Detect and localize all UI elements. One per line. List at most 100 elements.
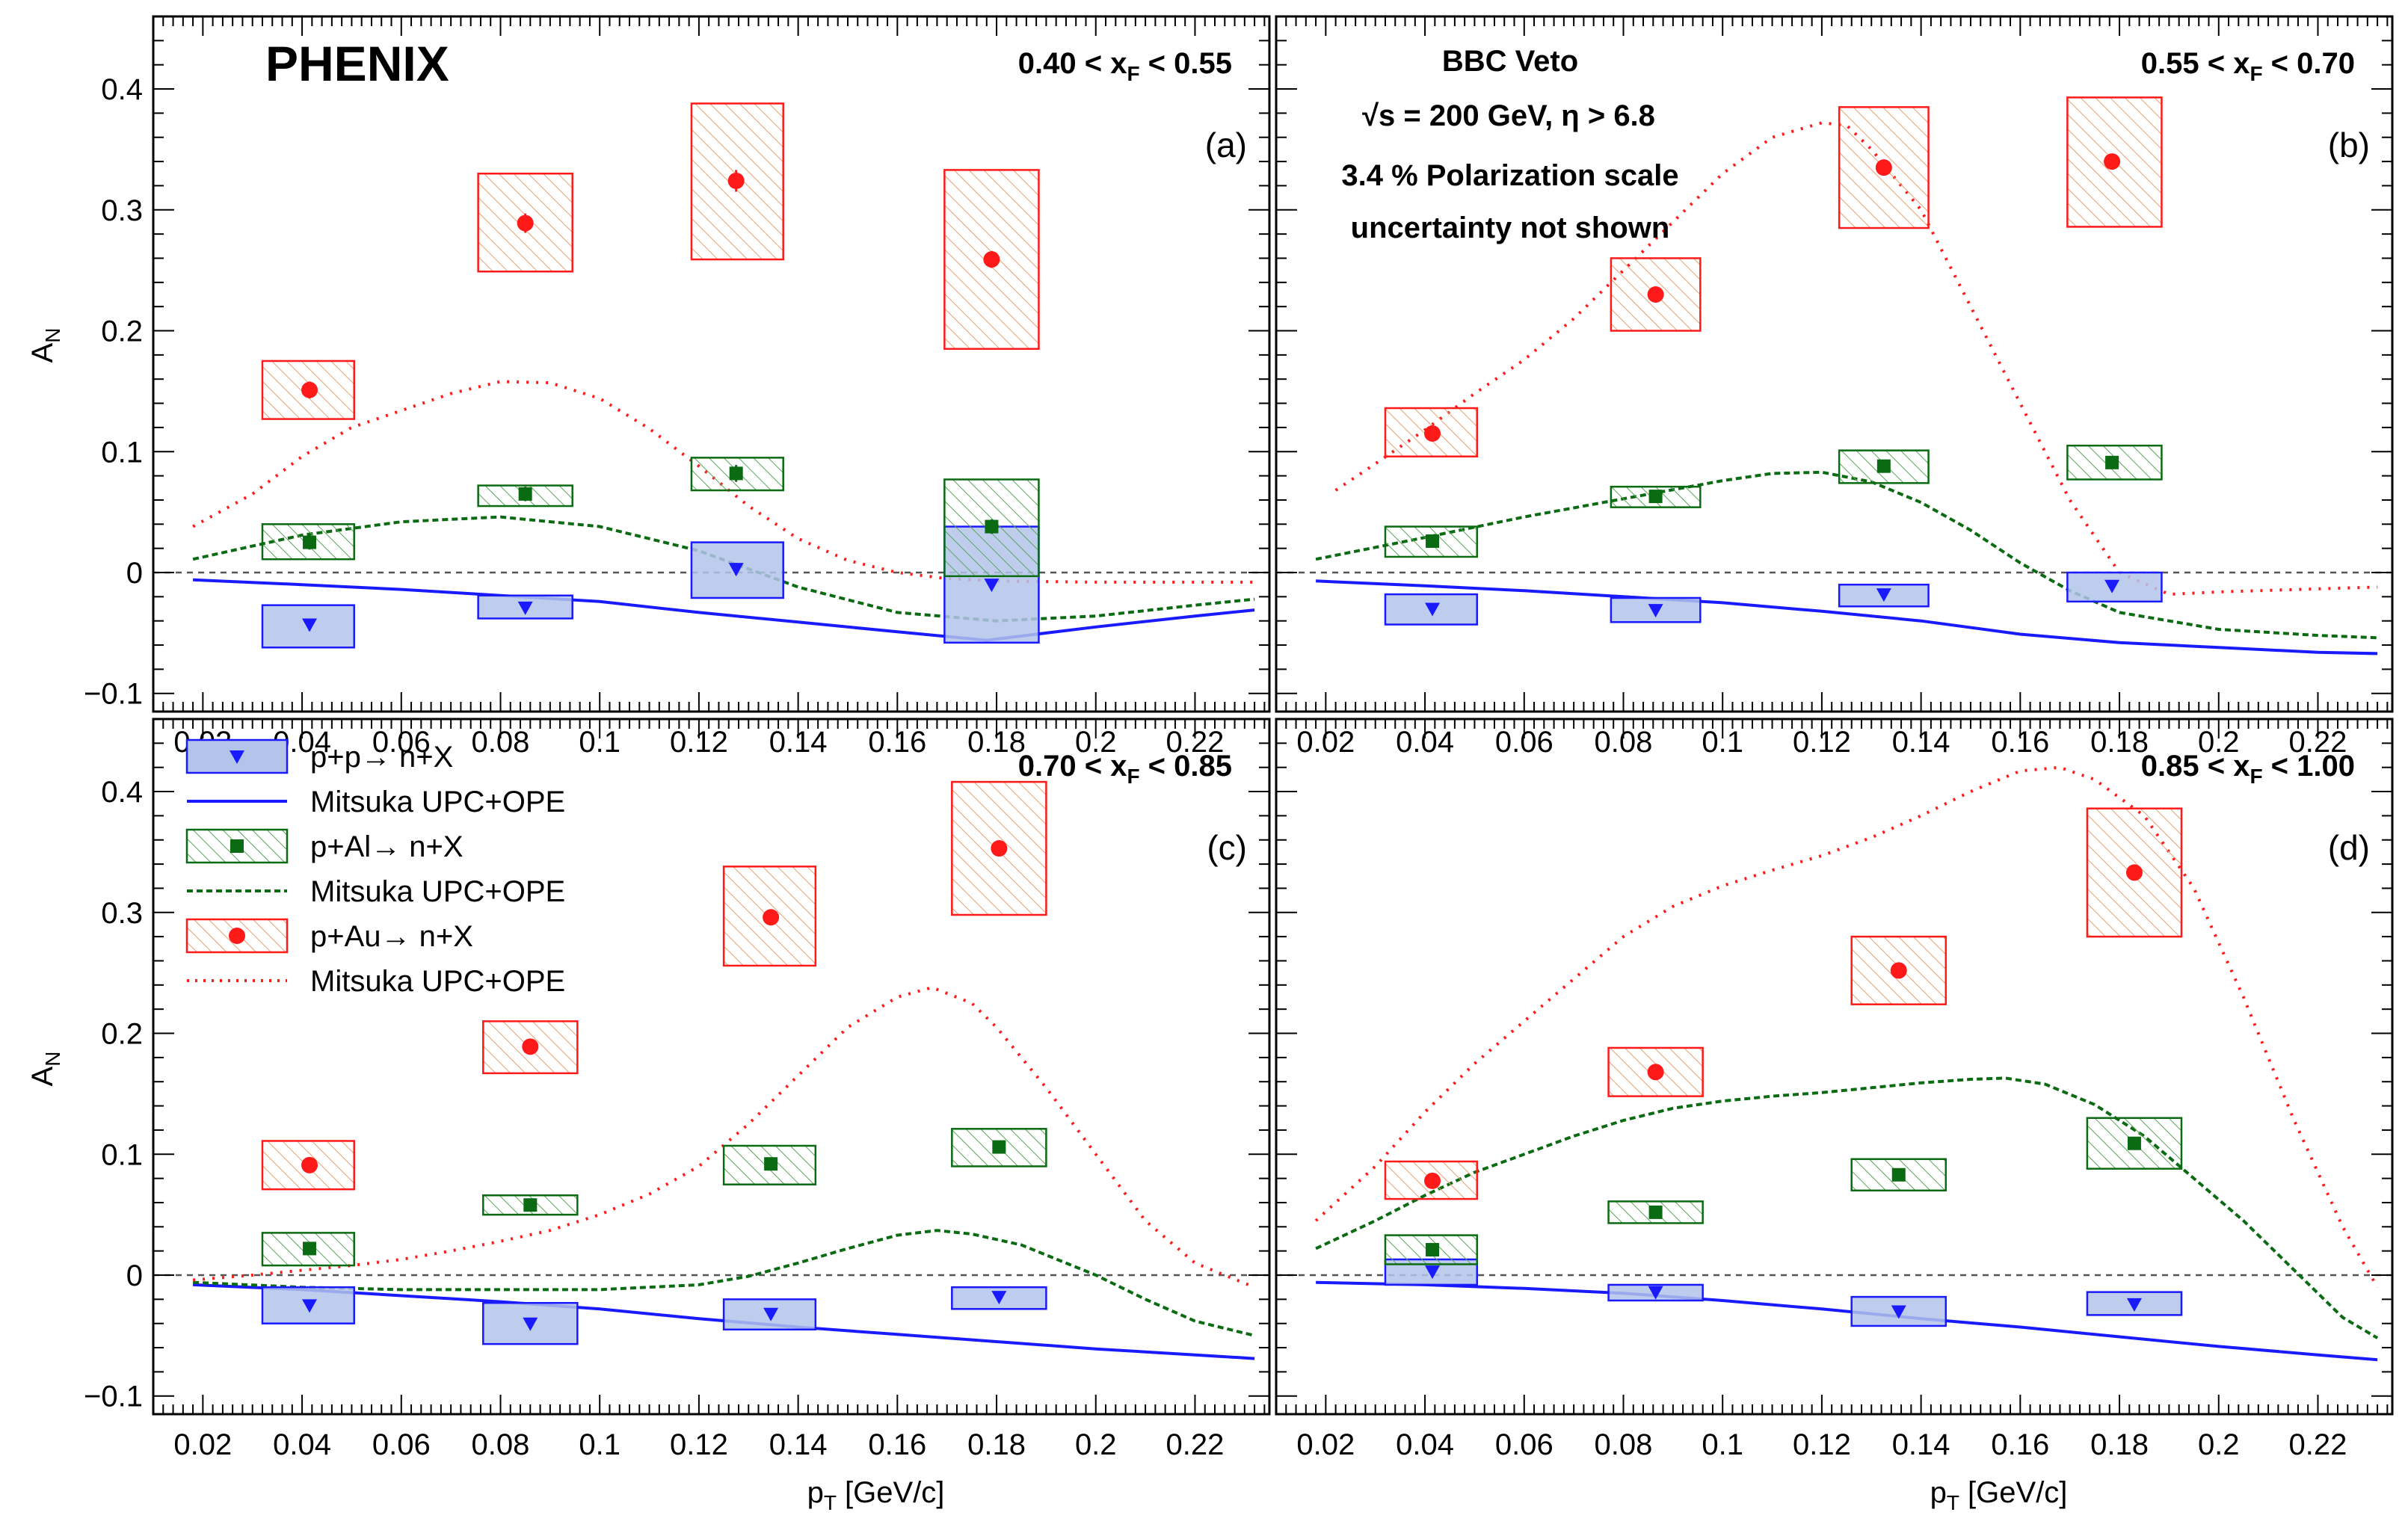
xf-range-high: < 0.55 (1140, 47, 1232, 80)
xf-range-label: 0.40 < xF < 0.55 (1018, 47, 1232, 85)
theory-curve-pal (193, 1229, 1255, 1337)
x-tick-label: 0.06 (372, 1428, 431, 1461)
data-point-pp (302, 1299, 318, 1313)
x-tick-label: 0.08 (1595, 1428, 1653, 1461)
x-tick-label: 0.1 (579, 1428, 621, 1461)
xf-range-low: 0.85 < x (2141, 750, 2250, 783)
data-point-pal (1426, 534, 1440, 548)
panel-frame (152, 15, 1271, 713)
x-tick-label: 0.2 (1075, 1428, 1117, 1461)
y-tick-label: 0.3 (101, 194, 143, 227)
panel-b: 0.02 0.04 0.06 0.08 0.1 0.12 0.14 0.16 0.18 0.2 0.… (1275, 15, 2394, 759)
theory-curve-pal (1315, 470, 2378, 640)
data-point-pp (302, 618, 318, 632)
panel-c: 0.02 0.04 0.06 0.08 0.1 0.12 0.14 0.16 0.18 0.2 0.… (26, 718, 1271, 1514)
systematic-box-pau (261, 360, 355, 420)
energy-label: √s = 200 GeV, η > 6.8 (1362, 99, 1655, 132)
x-axis-title-unit: [GeV/c] (1959, 1476, 2068, 1509)
y-tick-label: 0.4 (101, 776, 143, 809)
y-axis-title: AN (26, 1052, 64, 1087)
data-point-pal (992, 1140, 1006, 1154)
panel-frame (1275, 15, 2394, 713)
data-point-pau (1647, 1064, 1664, 1081)
data-point-pp (517, 601, 533, 615)
x-tick-label: 0.14 (769, 1428, 828, 1461)
data-point-pau (1424, 425, 1441, 442)
x-tick-label: 0.12 (1793, 1428, 1851, 1461)
x-axis-title-main: p (1930, 1476, 1947, 1509)
legend-marker-pau (229, 928, 245, 944)
theory-curve-pau (1334, 121, 2378, 596)
x-tick-label: 0.08 (472, 1428, 530, 1461)
legend-label: p+Al→ n+X (310, 830, 464, 863)
xf-range-low: 0.70 < x (1018, 750, 1127, 783)
data-point-pal (2127, 1136, 2141, 1150)
data-point-pau (763, 909, 780, 926)
x-tick-label: 0.02 (173, 1428, 232, 1461)
theory-curve-pp (193, 578, 1255, 642)
plot-area (192, 102, 1255, 649)
theory-curve-pal (1315, 1076, 2379, 1339)
y-tick-label: 0.2 (101, 1018, 143, 1051)
systematic-box-pal (951, 1128, 1047, 1167)
x-tick-label: 0.22 (1166, 1428, 1225, 1461)
x-tick-label: 0.16 (1991, 1428, 2049, 1461)
data-point-pal (2105, 455, 2119, 469)
data-point-pp (1425, 1265, 1441, 1280)
data-point-pal (518, 487, 532, 501)
data-point-pal (729, 466, 743, 481)
panel-frame (1275, 718, 2394, 1416)
data-point-pal (523, 1198, 538, 1212)
data-point-pal (1876, 459, 1891, 473)
x-axis-title-main: p (807, 1476, 824, 1509)
x-axis-title: pT [GeV/c] (1930, 1476, 2068, 1514)
theory-curve-pp (1316, 1280, 2378, 1362)
data-point-pau (301, 1156, 318, 1173)
xf-range-low: 0.40 < x (1018, 47, 1127, 80)
data-point-pal (764, 1157, 778, 1171)
x-tick-label: 0.1 (1702, 1428, 1743, 1461)
panel-tag: (b) (2328, 126, 2370, 164)
data-point-pal (1426, 1243, 1440, 1257)
panel-tag: (a) (1205, 126, 1247, 164)
y-axis-title-main: A (26, 1066, 59, 1086)
y-tick-label: 0.1 (101, 1138, 143, 1171)
experiment-label: PHENIX (265, 36, 449, 91)
legend-label: p+p→ n+X (310, 741, 453, 774)
theory-curve-pau (1314, 765, 2379, 1289)
legend-marker-pp (230, 750, 244, 764)
data-point-pau (727, 172, 745, 189)
data-point-pau (1875, 159, 1892, 176)
legend-label: p+Au→ n+X (310, 920, 473, 953)
data-point-pau (1890, 962, 1907, 979)
data-point-pp (728, 563, 744, 577)
legend-marker-pal (230, 839, 244, 853)
y-tick-label: 0.2 (101, 315, 143, 348)
data-point-pp (2104, 579, 2120, 593)
y-axis-title: AN (26, 328, 64, 363)
systematic-box-pal (2066, 444, 2163, 481)
data-point-pal (1648, 1205, 1663, 1219)
x-tick-label: 0.06 (1495, 1428, 1554, 1461)
x-tick-label: 0.12 (670, 1428, 728, 1461)
x-tick-label: 0.14 (1892, 1428, 1950, 1461)
x-tick-label: 0.22 (2289, 1428, 2347, 1461)
panel-a: 0.020.040.060.080.10.120.140.160.180.20.… (26, 15, 1271, 759)
data-point-pp (1425, 602, 1441, 617)
y-tick-label: 0.1 (101, 436, 143, 469)
data-point-pau (522, 1038, 539, 1055)
polarization-label-2: uncertainty not shown (1351, 212, 1670, 244)
data-point-pal (1648, 490, 1663, 504)
legend: p+p→ n+X Mitsuka UPC+OPE p+Al→ n+X Mitsuka … (185, 738, 565, 998)
xf-range-sub: F (1127, 62, 1139, 85)
data-point-pp (2126, 1298, 2142, 1312)
data-point-pp (984, 579, 1000, 593)
y-tick-label: −0.1 (84, 678, 143, 711)
data-point-pp (1648, 1286, 1663, 1300)
data-point-pp (1891, 1305, 1906, 1319)
xf-range-sub: F (1127, 765, 1139, 788)
x-axis-title-sub: T (1947, 1491, 1959, 1514)
xf-range-label: 0.70 < xF < 0.85 (1018, 750, 1232, 788)
data-point-pp (1648, 604, 1663, 618)
